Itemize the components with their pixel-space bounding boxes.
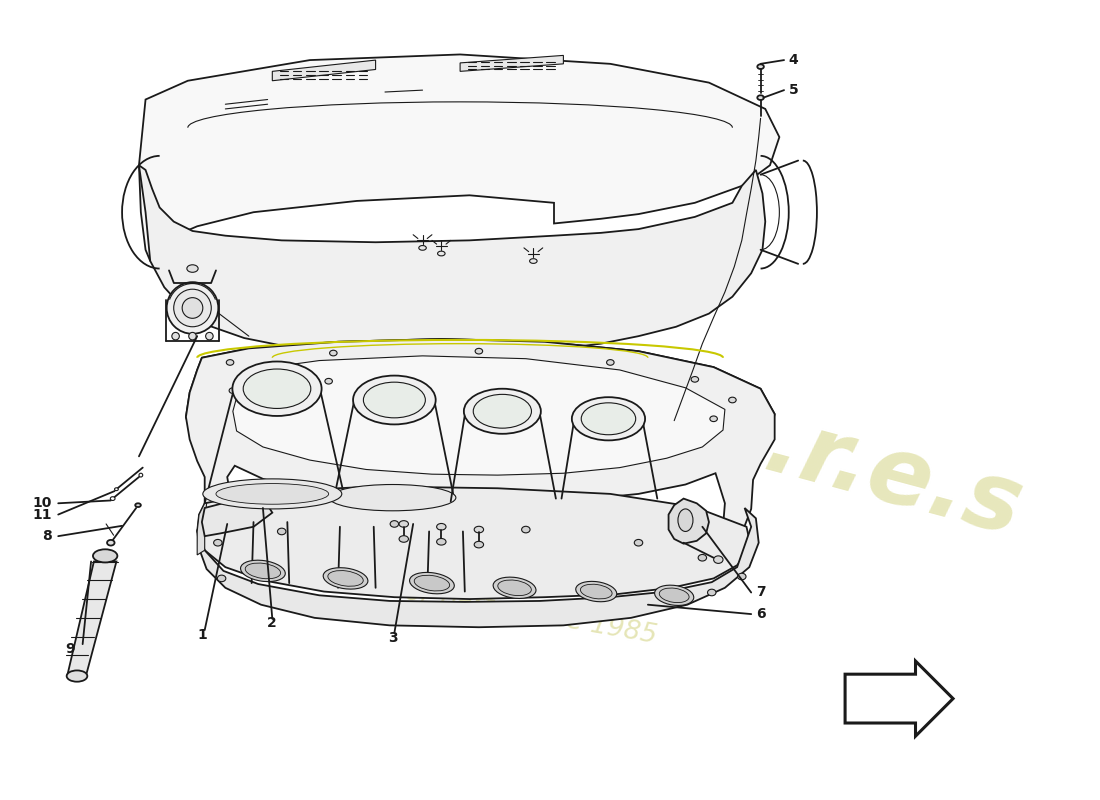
Ellipse shape	[474, 526, 484, 533]
Ellipse shape	[324, 378, 332, 384]
Polygon shape	[845, 661, 953, 736]
Text: 10: 10	[32, 496, 52, 510]
Ellipse shape	[216, 483, 329, 504]
Polygon shape	[197, 503, 207, 555]
Ellipse shape	[474, 542, 484, 548]
Ellipse shape	[94, 550, 118, 562]
Ellipse shape	[172, 332, 179, 340]
Ellipse shape	[409, 573, 454, 594]
Text: 5: 5	[789, 83, 799, 97]
Ellipse shape	[581, 584, 612, 599]
Ellipse shape	[187, 265, 198, 272]
Ellipse shape	[174, 289, 211, 326]
Ellipse shape	[635, 539, 642, 546]
Text: 2: 2	[266, 617, 276, 630]
Polygon shape	[186, 339, 774, 550]
Ellipse shape	[475, 348, 483, 354]
Ellipse shape	[738, 574, 746, 580]
Ellipse shape	[659, 588, 689, 602]
Polygon shape	[669, 498, 708, 544]
Ellipse shape	[243, 369, 311, 409]
Polygon shape	[273, 60, 375, 81]
Polygon shape	[139, 166, 766, 355]
Ellipse shape	[390, 521, 398, 527]
Ellipse shape	[241, 560, 285, 582]
Ellipse shape	[529, 258, 537, 263]
Polygon shape	[197, 486, 751, 599]
Ellipse shape	[419, 246, 427, 250]
Ellipse shape	[227, 360, 234, 366]
Ellipse shape	[710, 416, 717, 422]
Ellipse shape	[757, 64, 763, 69]
Ellipse shape	[399, 521, 408, 527]
Polygon shape	[197, 508, 759, 627]
Ellipse shape	[183, 298, 202, 318]
Ellipse shape	[581, 403, 636, 434]
Ellipse shape	[323, 568, 367, 589]
Ellipse shape	[438, 251, 446, 256]
Ellipse shape	[110, 497, 115, 501]
Ellipse shape	[399, 536, 408, 542]
Text: a passion for parts since 1985: a passion for parts since 1985	[262, 554, 659, 650]
Ellipse shape	[678, 509, 693, 531]
Ellipse shape	[493, 577, 536, 598]
Text: 1: 1	[197, 628, 207, 642]
Ellipse shape	[232, 362, 321, 416]
Ellipse shape	[464, 389, 541, 434]
Ellipse shape	[714, 556, 723, 563]
Ellipse shape	[277, 528, 286, 534]
Ellipse shape	[363, 382, 426, 418]
Ellipse shape	[328, 570, 363, 586]
Ellipse shape	[206, 332, 213, 340]
Ellipse shape	[202, 479, 342, 509]
Ellipse shape	[691, 377, 698, 382]
Ellipse shape	[229, 388, 236, 394]
Text: 11: 11	[32, 507, 52, 522]
Text: 3: 3	[388, 630, 397, 645]
Polygon shape	[233, 356, 725, 475]
Ellipse shape	[245, 563, 280, 578]
Ellipse shape	[707, 590, 716, 596]
Ellipse shape	[114, 488, 119, 490]
Ellipse shape	[521, 526, 530, 533]
Text: 7: 7	[756, 586, 766, 599]
Ellipse shape	[606, 360, 614, 366]
Ellipse shape	[135, 503, 141, 507]
Ellipse shape	[473, 394, 531, 428]
Ellipse shape	[107, 540, 114, 546]
Ellipse shape	[698, 554, 706, 561]
Ellipse shape	[67, 670, 87, 682]
Polygon shape	[202, 498, 273, 536]
Ellipse shape	[218, 575, 226, 582]
Text: 4: 4	[789, 53, 799, 67]
Text: e.u.r.o.c.a.r.e.s: e.u.r.o.c.a.r.e.s	[245, 262, 1032, 556]
Polygon shape	[460, 55, 563, 71]
Polygon shape	[67, 562, 117, 674]
Ellipse shape	[757, 95, 763, 100]
Text: 8: 8	[42, 529, 52, 543]
Ellipse shape	[213, 539, 222, 546]
Ellipse shape	[437, 523, 446, 530]
Ellipse shape	[728, 397, 736, 403]
Polygon shape	[139, 54, 780, 261]
Ellipse shape	[189, 332, 196, 340]
Text: 6: 6	[756, 607, 766, 621]
Ellipse shape	[330, 350, 337, 356]
Ellipse shape	[437, 538, 446, 545]
Ellipse shape	[329, 485, 455, 511]
Ellipse shape	[498, 580, 531, 595]
Ellipse shape	[575, 582, 617, 602]
Ellipse shape	[353, 375, 436, 425]
Ellipse shape	[167, 282, 218, 334]
Ellipse shape	[654, 585, 694, 606]
Ellipse shape	[415, 575, 450, 591]
Ellipse shape	[139, 474, 143, 477]
Polygon shape	[186, 339, 774, 486]
Ellipse shape	[572, 397, 645, 440]
Text: 9: 9	[66, 642, 75, 656]
